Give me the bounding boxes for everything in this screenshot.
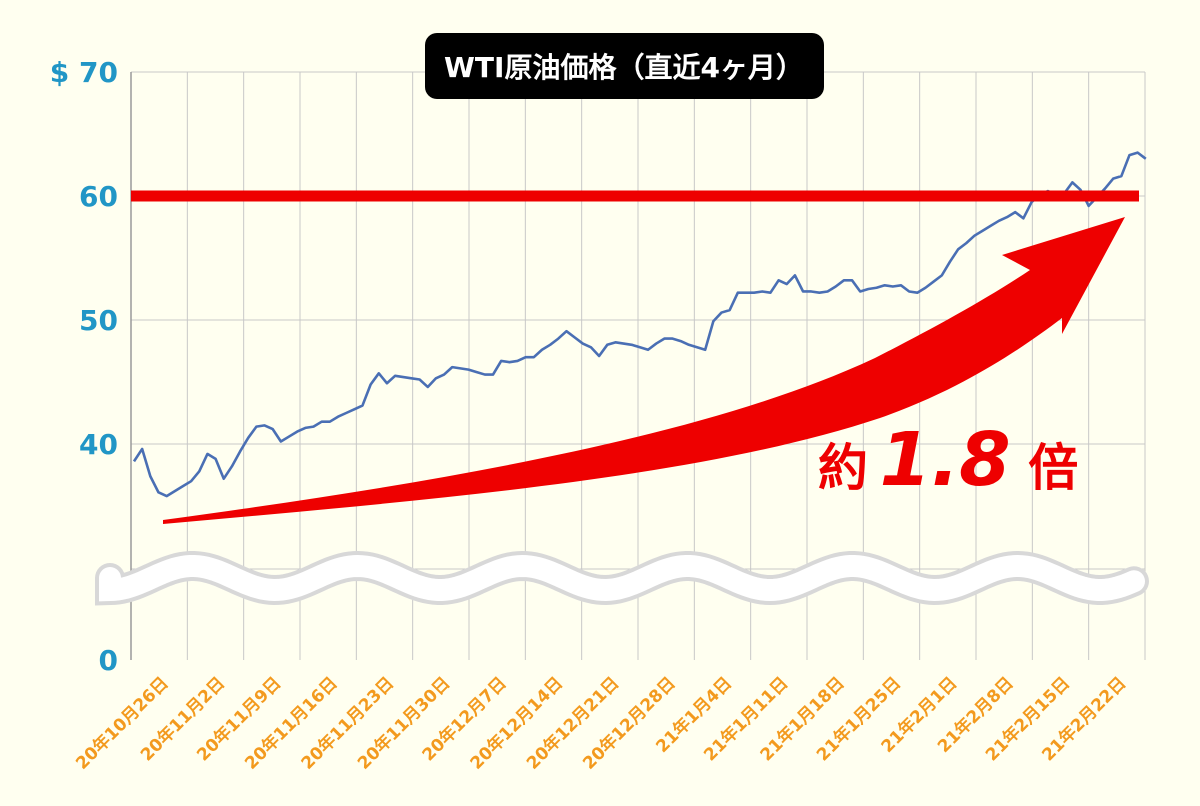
multiplier-suffix: 倍 [1028,439,1078,497]
y-tick-labels: $ 70 60 50 40 0 [50,56,118,677]
y-tick-label: $ 70 [50,56,118,89]
multiplier-label: 約 1.8 倍 [818,417,1078,503]
multiplier-value: 1.8 [880,417,1011,503]
break-wave [99,554,1145,602]
chart-title: WTI原油価格（直近4ヶ月） [425,33,824,99]
multiplier-prefix: 約 [818,439,868,497]
multiplier-annotation: 約 1.8 倍 [818,417,1078,503]
wti-price-line [132,151,1147,498]
y-tick-label: 60 [79,180,118,213]
series-layer [132,151,1147,498]
axis-break-wave [95,550,1149,606]
growth-arrow [163,217,1125,524]
y-tick-label: 0 [99,644,118,677]
growth-arrow-layer [163,217,1125,524]
y-tick-label: 50 [79,304,118,337]
chart-title-text: WTI原油価格（直近4ヶ月） [444,51,804,84]
x-tick-labels: 20年10月26日20年11月2日20年11月9日20年11月16日20年11月… [72,673,1131,774]
title-box [425,33,824,99]
y-tick-label: 40 [79,428,118,461]
